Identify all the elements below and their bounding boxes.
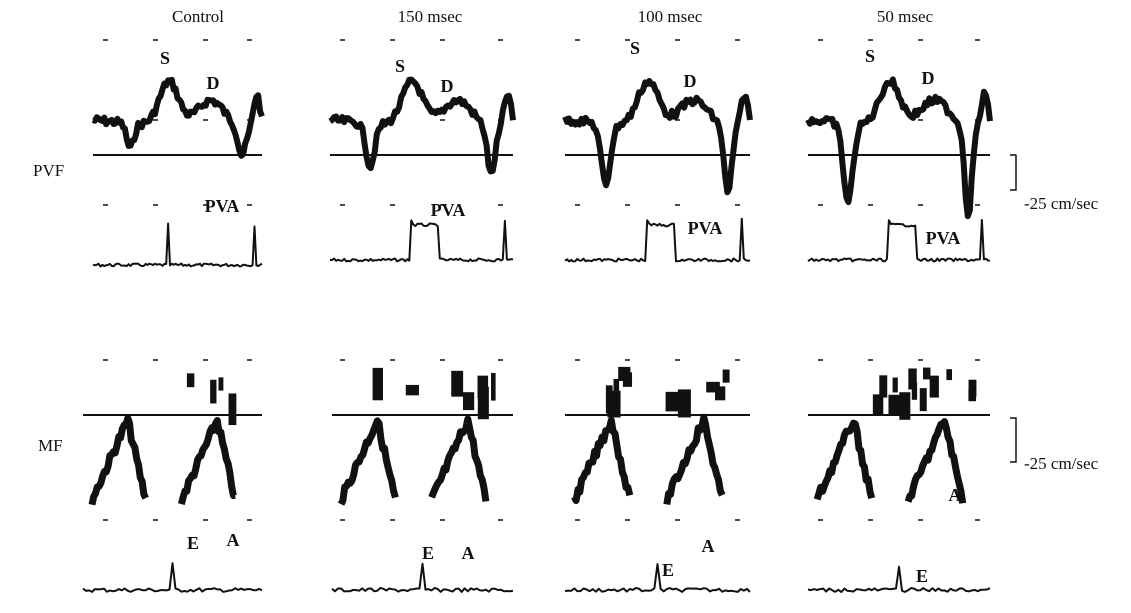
pvf-trace [562,78,753,196]
artifact [186,373,195,388]
ecg-trace [331,562,514,593]
row-label: PVF [33,161,64,180]
wave-label: A [462,543,475,563]
wave-label: PVA [688,218,723,238]
artifact [451,370,464,397]
artifact [607,390,621,418]
mf-trace [904,418,967,504]
column-title: Control [172,7,224,26]
mf-trace [337,417,399,506]
mf-trace [813,419,876,501]
artifact [372,367,383,401]
mf-trace [428,415,490,502]
artifact [622,372,633,387]
row-label: MF [38,436,63,455]
wave-label: D [922,68,935,88]
mf-trace [88,414,149,506]
ecg-trace [82,562,263,593]
pvf-trace [91,76,265,159]
wave-label: S [395,56,405,76]
wave-label: PVA [926,228,961,248]
ecg-trace [807,219,991,263]
artifact [491,372,496,401]
artifact [911,382,918,400]
artifact [228,393,237,426]
artifact [613,378,620,402]
ecg-trace [807,565,991,593]
artifact [715,386,726,401]
mf-trace [178,417,237,505]
ecg-trace [564,563,751,593]
scale-label: -25 cm/sec [1024,454,1099,473]
wave-label: E [187,533,199,553]
column-title: 100 msec [638,7,703,26]
wave-label: A [227,530,240,550]
artifact [908,368,917,390]
wave-label: E [422,543,434,563]
wave-label: D [684,71,697,91]
artifact [888,394,902,416]
wave-label: E [662,560,674,580]
artifact [677,389,691,418]
artifact [923,367,931,380]
wave-label: PVA [205,196,240,216]
pvf-trace [805,76,993,220]
pvf-trace [328,76,516,175]
column-title: 150 msec [398,7,463,26]
wave-label: S [865,46,875,66]
artifact [665,391,680,412]
wave-label: S [630,38,640,58]
artifact [872,394,884,415]
artifact [879,375,888,398]
artifact [946,369,953,381]
artifact [462,392,475,411]
ecg-trace [564,217,751,263]
artifact [968,379,977,397]
artifact [706,381,720,393]
wave-label: D [207,73,220,93]
artifact [218,377,224,391]
mf-trace [571,416,634,505]
wave-label: E [916,566,928,586]
artifact [477,386,489,420]
artifact [210,379,217,404]
wave-label: D [441,76,454,96]
wave-label: A [702,536,715,556]
artifact [929,375,939,398]
artifact [722,369,730,383]
artifact [919,388,927,412]
artifact [405,384,419,396]
scale-label: -25 cm/sec [1024,194,1099,213]
ecg-trace [92,222,263,268]
mf-trace [663,413,726,505]
column-title: 50 msec [877,7,934,26]
ecg-trace [329,219,514,263]
scale-bar [1010,154,1017,191]
artifact [892,377,898,393]
artifact [899,392,911,420]
wave-label: S [160,48,170,68]
scale-bar [1010,417,1017,463]
wave-label: PVA [431,200,466,220]
